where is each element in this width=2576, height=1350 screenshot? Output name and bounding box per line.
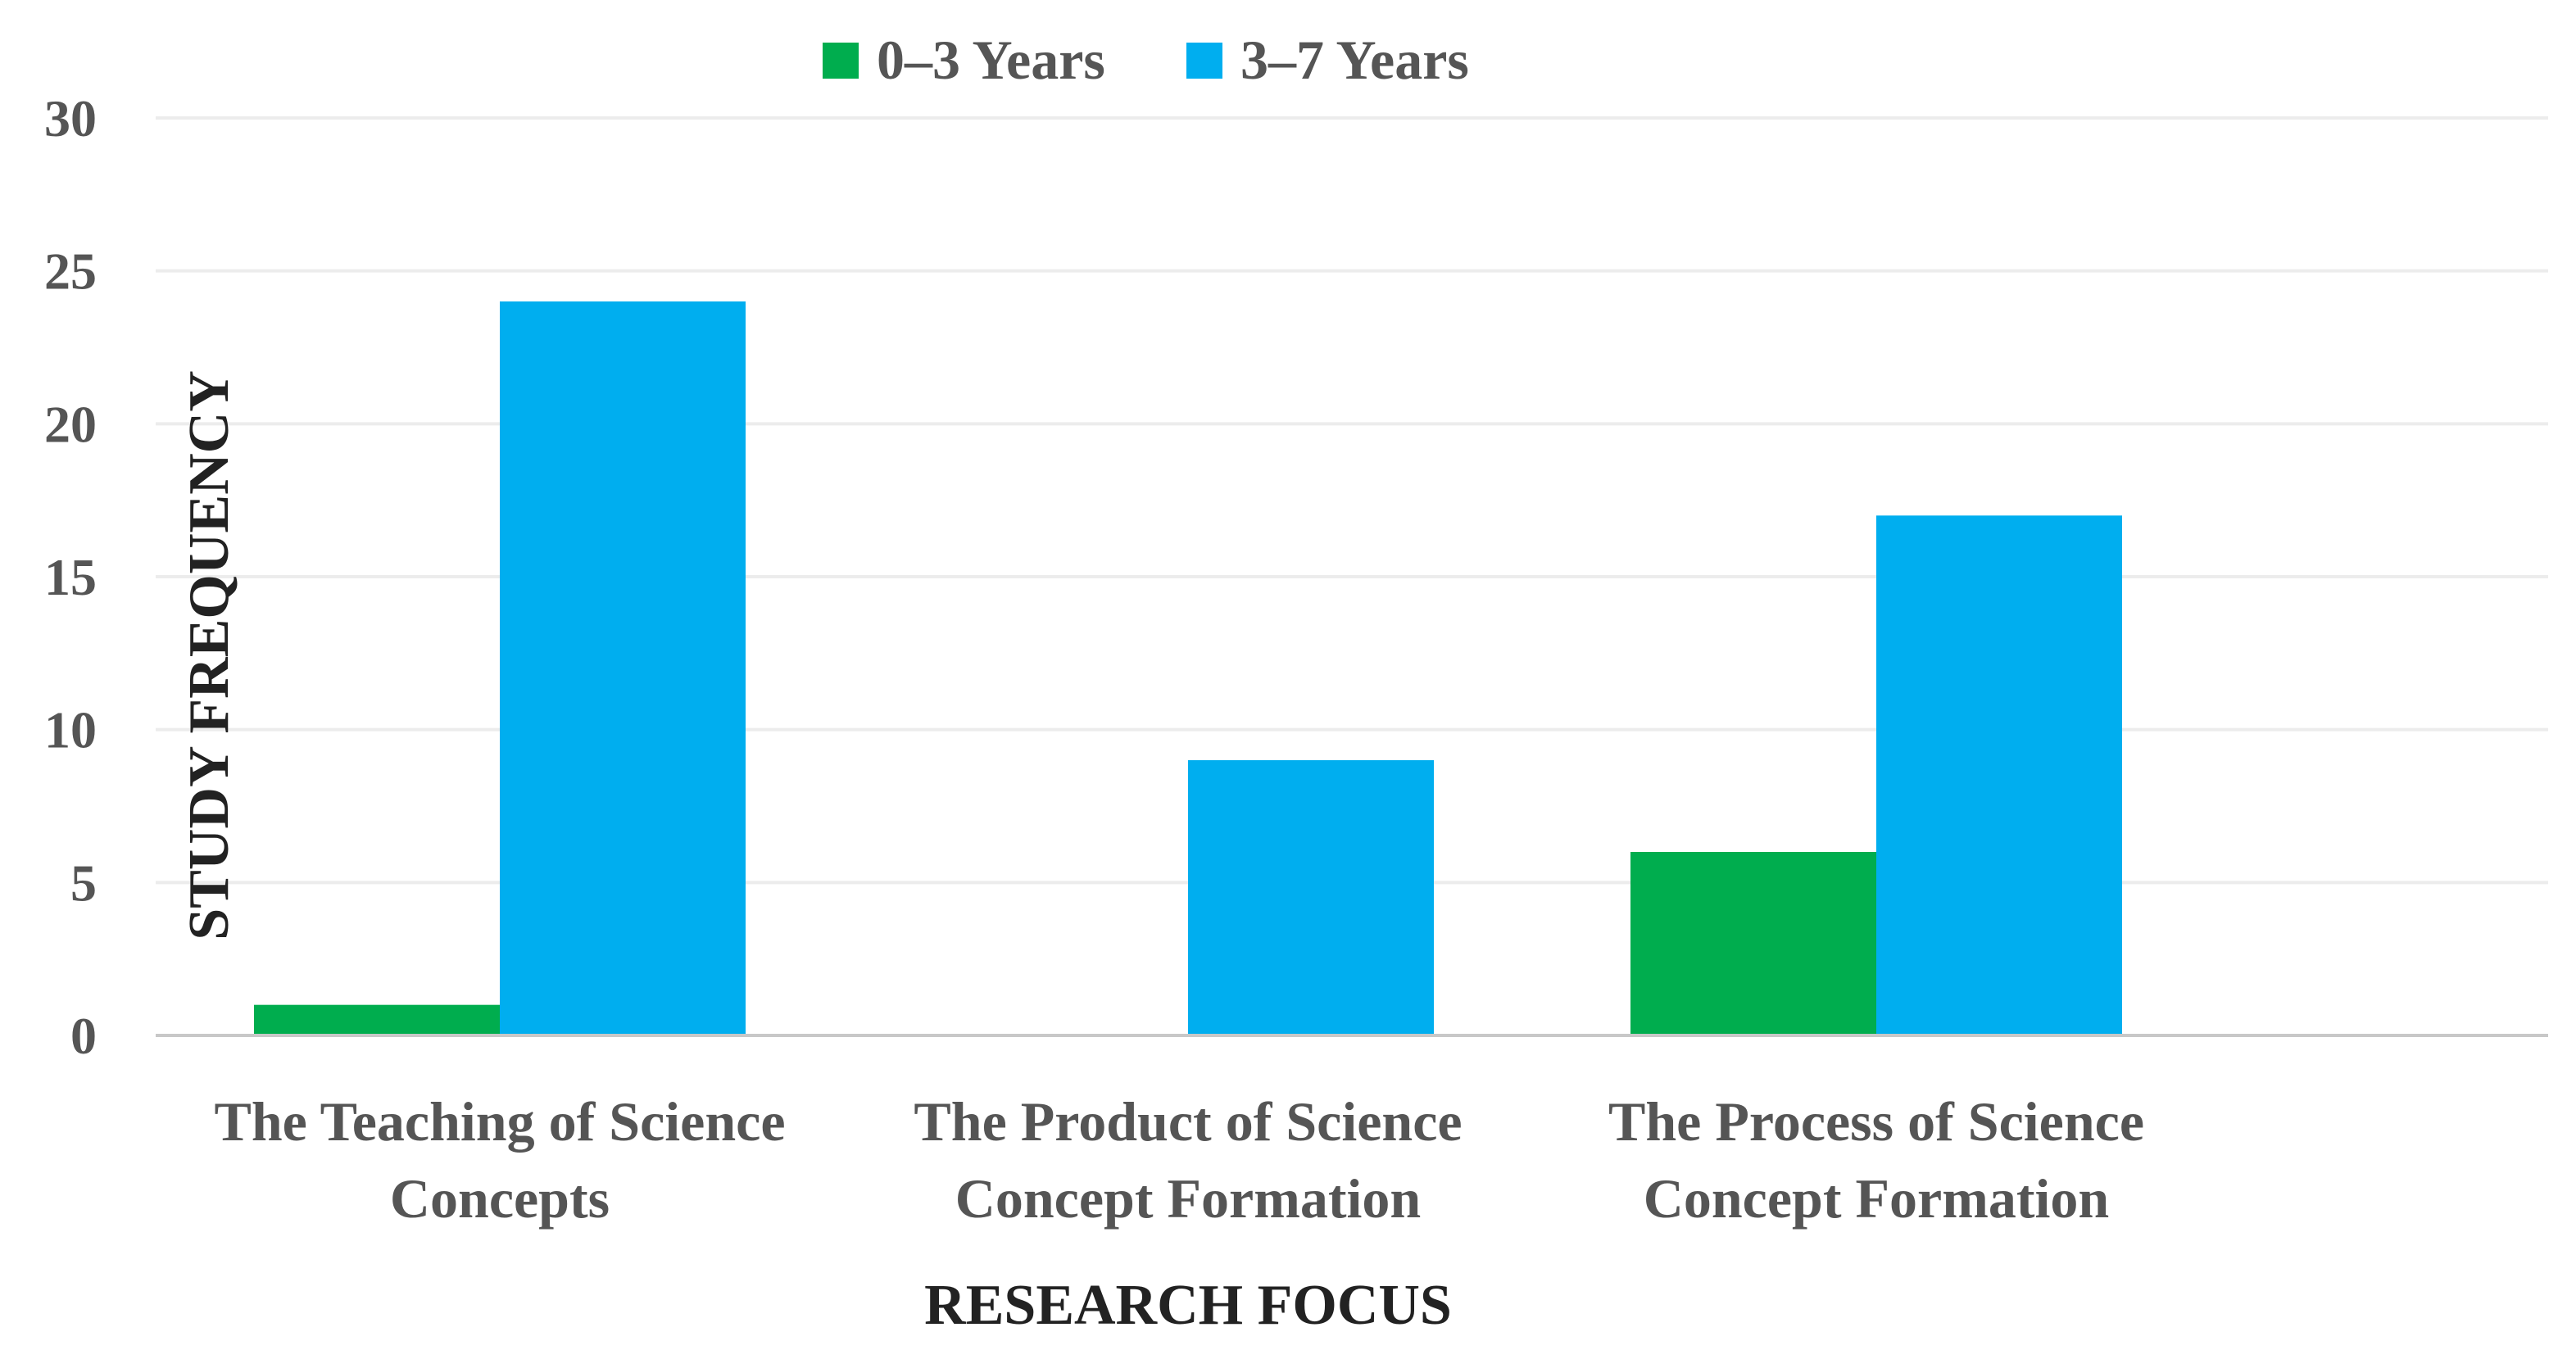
legend-label-0-3-years: 0–3 Years <box>877 29 1105 91</box>
bars <box>254 301 2122 1035</box>
x-category-label: Concepts <box>390 1167 610 1230</box>
y-tick-label: 20 <box>44 395 97 453</box>
y-axis-ticks: 0 5 10 15 20 25 30 <box>44 89 97 1065</box>
bar-3-7-years <box>1876 515 2122 1035</box>
y-tick-label: 0 <box>70 1007 97 1065</box>
x-axis-title: RESEARCH FOCUS <box>924 1274 1452 1337</box>
x-category-label: The Product of Science <box>914 1090 1462 1153</box>
y-axis-title: STUDY FREQUENCY <box>178 370 241 940</box>
y-tick-label: 10 <box>44 701 97 759</box>
x-category-label: The Process of Science <box>1608 1090 2144 1153</box>
x-category-label: The Teaching of Science <box>214 1090 785 1153</box>
y-tick-label: 25 <box>44 242 97 301</box>
y-tick-label: 15 <box>44 548 97 606</box>
legend-label-3-7-years: 3–7 Years <box>1240 29 1469 91</box>
legend-swatch-0-3-years <box>823 43 859 79</box>
x-category-label: Concept Formation <box>955 1167 1421 1230</box>
y-tick-label: 30 <box>44 89 97 147</box>
x-category-label: Concept Formation <box>1644 1167 2109 1230</box>
x-axis-categories: The Teaching of Science Concepts The Produ… <box>214 1090 2144 1230</box>
bar-3-7-years <box>1188 760 1434 1035</box>
bar-0-3-years <box>254 1004 500 1035</box>
legend-swatch-3-7-years <box>1186 43 1222 79</box>
bar-0-3-years <box>1630 852 1876 1035</box>
legend: 0–3 Years 3–7 Years <box>823 29 1469 91</box>
bar-3-7-years <box>500 301 746 1035</box>
y-tick-label: 5 <box>70 854 97 912</box>
